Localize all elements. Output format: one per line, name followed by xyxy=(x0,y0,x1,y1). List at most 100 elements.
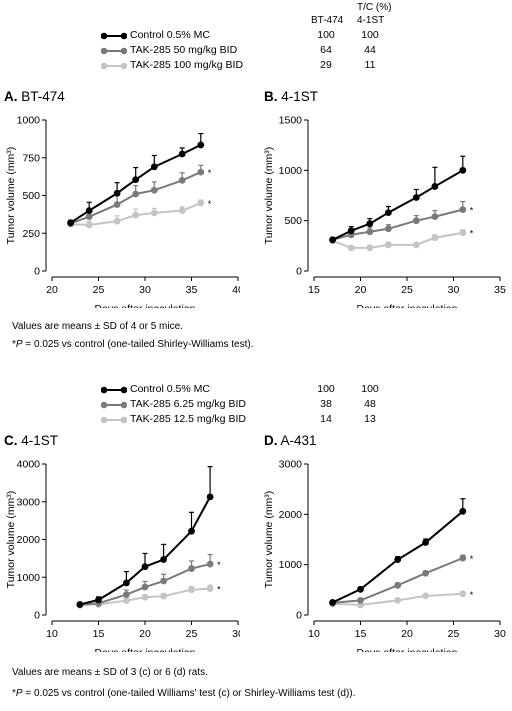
y-tick-label: 1000 xyxy=(279,559,303,571)
data-point xyxy=(422,539,429,546)
legend-swatch-control xyxy=(101,386,127,394)
data-point xyxy=(206,585,214,592)
panel-title-b: B. 4-1ST xyxy=(264,89,318,104)
panel-letter: C. xyxy=(4,433,18,448)
data-point xyxy=(188,565,195,572)
series-line xyxy=(332,557,464,604)
legend-col-header-41st: 4-1ST xyxy=(357,15,385,26)
data-point xyxy=(123,597,130,605)
y-axis-label: Tumor volume (mm³) xyxy=(263,491,275,589)
data-point xyxy=(412,194,420,201)
x-tick-label: 20 xyxy=(355,284,367,296)
data-point xyxy=(412,217,420,225)
x-axis-label: Days after inoculation xyxy=(357,303,458,308)
data-point xyxy=(160,556,168,563)
legend-value: 29 xyxy=(320,59,332,71)
data-point xyxy=(329,236,336,244)
data-point xyxy=(150,163,158,171)
legend-bottom: Control 0.5% MC 100 100 TAK-285 6.25 mg/… xyxy=(0,380,512,430)
legend-value: 100 xyxy=(317,29,335,41)
note-top-line1: Values are means ± SD of 4 or 5 mice. xyxy=(12,321,183,332)
data-point xyxy=(188,527,195,535)
x-tick-label: 35 xyxy=(494,284,506,296)
y-tick-label: 0 xyxy=(296,266,302,278)
data-point xyxy=(459,166,467,174)
data-point xyxy=(141,583,149,591)
y-tick-label: 0 xyxy=(34,610,40,622)
x-tick-label: 15 xyxy=(308,284,320,296)
significance-star: * xyxy=(470,206,474,216)
data-point xyxy=(394,597,402,604)
panel-name: BT-474 xyxy=(21,89,65,104)
data-point xyxy=(459,554,467,562)
legend-top: T/C (%) BT-474 4-1ST Control 0.5% MC 100… xyxy=(0,0,512,80)
panel-name: A-431 xyxy=(280,433,317,448)
legend-entry-tak285-100: TAK-285 100 mg/kg BID 29 11 xyxy=(0,59,512,73)
y-tick-label: 3000 xyxy=(279,459,303,471)
data-point xyxy=(422,592,429,600)
legend-swatch-tak285-50 xyxy=(101,47,127,55)
legend-value: 14 xyxy=(320,413,332,425)
chart-d-a431: 0 1000 2000 3000 10 15 20 25 30 Days after inocul… xyxy=(263,459,506,653)
legend-value: 11 xyxy=(364,59,376,71)
legend-entry-tak285-50: TAK-285 50 mg/kg BID 64 44 xyxy=(0,44,512,58)
legend-value: 48 xyxy=(364,398,376,410)
legend-label: TAK-285 50 mg/kg BID xyxy=(130,44,238,56)
data-point xyxy=(431,183,439,190)
panel-name: 4-1ST xyxy=(281,89,319,104)
x-axis-label: Days after inoculation xyxy=(95,647,196,652)
legend-label: TAK-285 100 mg/kg BID xyxy=(130,59,244,71)
data-point xyxy=(76,601,84,608)
data-point xyxy=(150,186,158,194)
x-tick-label: 15 xyxy=(355,628,367,640)
data-point xyxy=(366,220,374,228)
data-point xyxy=(113,217,121,225)
significance-star: * xyxy=(470,554,474,564)
x-tick-label: 30 xyxy=(232,628,240,640)
data-point xyxy=(412,241,420,249)
data-point xyxy=(85,213,93,221)
data-point xyxy=(141,593,149,601)
note-top-line2: *P = 0.025 vs control (one-tailed Shirle… xyxy=(12,339,254,350)
data-point xyxy=(347,227,355,235)
significance-star: * xyxy=(217,585,221,595)
legend-value: 44 xyxy=(364,44,376,56)
y-tick-label: 1000 xyxy=(17,115,41,127)
y-tick-label: 2000 xyxy=(279,509,303,521)
y-tick-label: 0 xyxy=(34,266,40,278)
data-point xyxy=(422,569,429,577)
significance-star: * xyxy=(217,560,221,570)
legend-label: TAK-285 12.5 mg/kg BID xyxy=(130,413,246,425)
note-p: P xyxy=(15,339,23,350)
legend-value: 100 xyxy=(361,29,379,41)
data-point xyxy=(357,597,364,604)
legend-entry-tak285-625: TAK-285 6.25 mg/kg BID 38 48 xyxy=(0,398,512,412)
panel-letter: B. xyxy=(264,89,278,104)
data-point xyxy=(188,586,195,594)
y-tick-label: 1000 xyxy=(17,572,41,584)
note-bottom-line2: *P = 0.025 vs control (one-tailed Willia… xyxy=(12,688,355,699)
data-point xyxy=(431,213,439,221)
data-point xyxy=(113,189,121,197)
x-axis-label: Days after inoculation xyxy=(95,303,196,308)
data-point xyxy=(394,581,402,589)
legend-value: 100 xyxy=(361,383,379,395)
data-point xyxy=(178,177,186,184)
x-tick-label: 25 xyxy=(186,628,198,640)
data-point xyxy=(459,507,467,515)
y-tick-label: 250 xyxy=(22,228,40,240)
note-star: * xyxy=(12,339,16,350)
legend-swatch-control xyxy=(101,32,127,40)
x-tick-label: 10 xyxy=(46,628,58,640)
legend-label: TAK-285 6.25 mg/kg BID xyxy=(130,398,246,410)
significance-star: * xyxy=(208,168,212,178)
data-point xyxy=(385,209,392,217)
x-tick-label: 15 xyxy=(93,628,105,640)
data-point xyxy=(197,141,205,149)
data-point xyxy=(95,596,102,604)
data-point xyxy=(206,493,214,501)
x-tick-label: 20 xyxy=(46,284,58,296)
note-star: * xyxy=(12,688,16,699)
x-tick-label: 40 xyxy=(232,284,240,296)
data-point xyxy=(178,207,186,214)
